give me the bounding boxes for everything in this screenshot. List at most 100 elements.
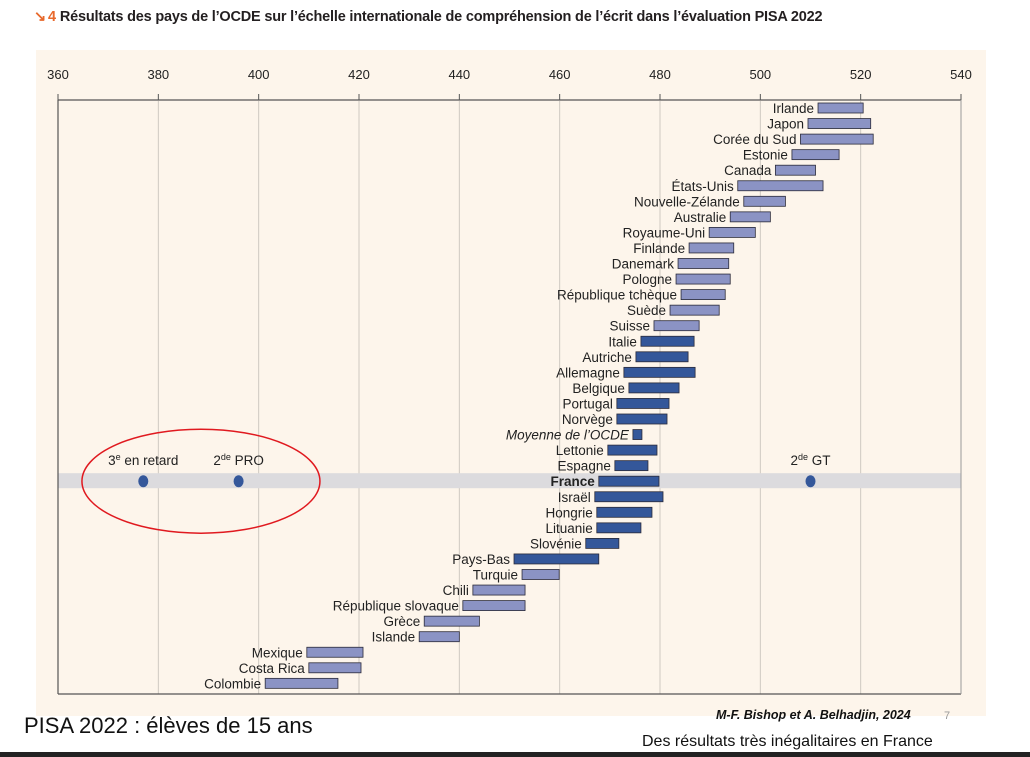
bar-italie <box>640 335 695 347</box>
bar-r-publique-slovaque <box>462 600 526 611</box>
bar-cor-e-du-sud <box>800 133 874 145</box>
highlight-band <box>58 473 961 489</box>
country-label: Portugal <box>563 396 613 411</box>
bar-pologne <box>675 273 731 285</box>
bar-canada <box>774 164 816 176</box>
country-label: Estonie <box>743 148 788 163</box>
points-group: 3e en retard 2de PRO 2de GT <box>108 452 831 488</box>
point-label: 3e en retard <box>108 452 178 468</box>
country-label: Allemagne <box>556 365 620 380</box>
country-label: Canada <box>724 163 772 178</box>
data-point <box>233 475 244 488</box>
tick-label: 420 <box>348 67 370 82</box>
bar-r-publique-tch-que <box>680 289 726 301</box>
tick-label: 500 <box>749 67 771 82</box>
slide-subtitle: Des résultats très inégalitaires en Fran… <box>642 733 933 750</box>
country-label: Danemark <box>612 257 675 272</box>
country-label: Nouvelle-Zélande <box>634 194 740 209</box>
country-label: France <box>551 474 596 489</box>
bar-royaume-uni <box>708 226 756 238</box>
data-point <box>805 475 816 488</box>
country-label: Suède <box>627 303 666 318</box>
bar-norv-ge <box>616 413 668 425</box>
country-label: Slovénie <box>530 536 582 551</box>
red-ellipse-annotation <box>81 428 321 534</box>
bar-australie <box>729 211 771 223</box>
country-label: Royaume-Uni <box>623 225 706 240</box>
country-label: Costa Rica <box>239 661 306 676</box>
slide-caption: PISA 2022 : élèves de 15 ans <box>24 713 313 738</box>
credit-text: M-F. Bishop et A. Belhadjin, 2024 <box>716 708 911 722</box>
country-label: Autriche <box>582 350 632 365</box>
country-label: États-Unis <box>671 179 734 194</box>
figure-number: 4 <box>47 9 56 25</box>
figure-title: ↘ 4 Résultats des pays de l’OCDE sur l’éch… <box>34 9 823 25</box>
country-label: Japon <box>767 117 804 132</box>
bar--tats-unis <box>737 180 824 192</box>
bars-group <box>264 102 874 689</box>
point-label: 2de GT <box>790 452 830 468</box>
highlight-band-group <box>58 473 961 489</box>
bar-su-de <box>669 304 720 316</box>
country-label: Suisse <box>609 319 650 334</box>
country-label: Lituanie <box>545 521 592 536</box>
bar-isra-l <box>594 491 664 503</box>
country-label: Turquie <box>473 568 518 583</box>
bar-pays-bas <box>513 553 600 565</box>
bar-nouvelle-z-lande <box>743 195 786 207</box>
tick-label: 460 <box>549 67 571 82</box>
country-label: Grèce <box>383 614 420 629</box>
arrow-down-right-icon: ↘ <box>34 9 46 25</box>
bar-belgique <box>628 382 680 394</box>
bar-japon <box>807 118 872 129</box>
country-label: Pologne <box>623 272 673 287</box>
tick-label: 520 <box>850 67 872 82</box>
country-label: Chili <box>443 583 469 598</box>
chart-panel: 360 380 400 420 440 460 480 500 520 540 Irlande Ja… <box>36 50 986 716</box>
data-point <box>138 475 149 488</box>
bar-espagne <box>614 460 649 472</box>
range-bar-chart: 360 380 400 420 440 460 480 500 520 540 IrlandeJa… <box>47 67 972 695</box>
country-label: Espagne <box>558 459 611 474</box>
bar-turquie <box>521 569 560 580</box>
bar-lettonie <box>607 444 658 456</box>
country-label: Italie <box>608 334 637 349</box>
country-label: Moyenne de l’OCDE <box>506 428 630 443</box>
tick-label: 480 <box>649 67 671 82</box>
bar-lituanie <box>596 522 642 534</box>
bar-mexique <box>306 646 364 658</box>
bar-costa-rica <box>308 662 362 674</box>
country-label: Norvège <box>562 412 613 427</box>
country-label: République slovaque <box>333 599 459 614</box>
country-label: Australie <box>674 210 727 225</box>
bar-gr-ce <box>423 615 480 627</box>
page-number: 7 <box>944 710 951 722</box>
tick-label: 360 <box>47 67 69 82</box>
bar-irlande <box>817 102 864 114</box>
country-label: Colombie <box>204 676 261 691</box>
country-label: République tchèque <box>557 288 677 303</box>
country-label: Belgique <box>572 381 625 396</box>
country-label: Finlande <box>633 241 685 256</box>
country-label: Hongrie <box>546 505 593 520</box>
bar-suisse <box>653 320 700 332</box>
country-label: Islande <box>372 630 416 645</box>
bar-portugal <box>616 398 670 409</box>
bar-danemark <box>677 258 730 269</box>
country-label: Irlande <box>773 101 814 116</box>
bar-chili <box>472 584 526 596</box>
annotation-group <box>81 428 321 534</box>
tick-label: 380 <box>147 67 169 82</box>
bar-autriche <box>635 351 689 363</box>
bar-colombie <box>264 677 339 689</box>
bar-allemagne <box>623 366 696 378</box>
bar-islande <box>418 631 460 643</box>
bar-slov-nie <box>585 537 620 549</box>
tick-label: 400 <box>248 67 270 82</box>
bar-estonie <box>791 149 840 161</box>
tick-label: 540 <box>950 67 972 82</box>
country-label: Pays-Bas <box>452 552 510 567</box>
bar-hongrie <box>596 506 653 518</box>
point-label: 2de PRO <box>213 452 264 468</box>
